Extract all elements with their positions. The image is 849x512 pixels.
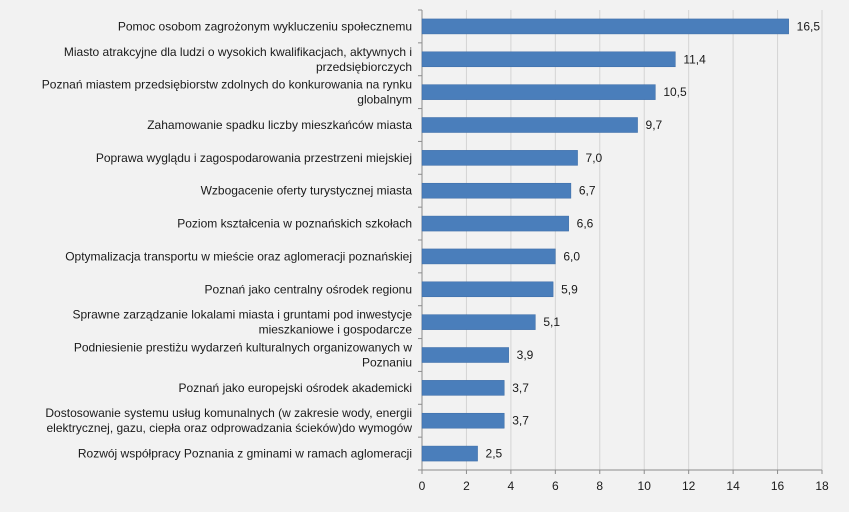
category-label-line: globalnym	[357, 93, 412, 107]
category-label-line: Podniesienie prestiżu wydarzeń kulturaln…	[74, 341, 413, 355]
category-label-line: Poznaniu	[362, 356, 412, 370]
bar	[421, 412, 505, 429]
bar	[421, 18, 789, 35]
category-label: Zahamowanie spadku liczby mieszkańców mi…	[147, 118, 412, 132]
value-label: 6,6	[577, 217, 594, 231]
value-label: 3,9	[517, 348, 534, 362]
category-label: Podniesienie prestiżu wydarzeń kulturaln…	[74, 341, 413, 370]
value-label: 2,5	[486, 447, 503, 461]
category-label-line: mieszkaniowe i gospodarcze	[259, 323, 413, 337]
bar-layer	[421, 18, 789, 462]
category-label: Dostosowanie systemu usług komunalnych (…	[45, 406, 412, 435]
category-label: Poznań miastem przedsiębiorstw zdolnych …	[42, 78, 412, 107]
grid-layer	[465, 10, 823, 470]
category-label-line: elektrycznej, gazu, ciepła oraz odprowad…	[46, 421, 412, 435]
category-label: Poznań jako centralny ośrodek regionu	[205, 282, 412, 296]
category-label-line: Poznań miastem przedsiębiorstw zdolnych …	[42, 78, 412, 92]
bar	[421, 445, 478, 462]
category-label: Poziom kształcenia w poznańskich szkołac…	[177, 217, 412, 231]
category-label: Wzbogacenie oferty turystycznej miasta	[201, 184, 413, 198]
category-label-line: Wzbogacenie oferty turystycznej miasta	[201, 184, 413, 198]
value-label: 3,7	[512, 381, 529, 395]
category-label-line: Poznań jako centralny ośrodek regionu	[205, 282, 412, 296]
category-label: Poprawa wyglądu i zagospodarowania przes…	[96, 151, 412, 165]
value-label: 5,1	[543, 315, 560, 329]
bar	[421, 380, 505, 396]
x-tick-label: 0	[419, 479, 426, 493]
bar	[421, 117, 638, 133]
category-label-line: przedsiębiorczych	[316, 60, 412, 74]
value-label: 6,7	[579, 184, 596, 198]
bar	[421, 215, 569, 232]
category-label-line: Poznań jako europejski ośrodek akademick…	[179, 381, 412, 395]
x-tick-label: 12	[682, 479, 696, 493]
category-label-line: Zahamowanie spadku liczby mieszkańców mi…	[147, 118, 412, 132]
x-tick-label: 16	[771, 479, 785, 493]
value-label: 5,9	[561, 282, 578, 296]
x-tick-label: 6	[552, 479, 559, 493]
axis-layer	[418, 9, 823, 474]
value-label: 9,7	[646, 118, 663, 132]
category-label-line: Poprawa wyglądu i zagospodarowania przes…	[96, 151, 412, 165]
value-label: 3,7	[512, 414, 529, 428]
x-tick-label: 18	[815, 479, 829, 493]
value-label: 7,0	[586, 151, 603, 165]
bar	[421, 150, 578, 166]
x-tick-label: 8	[596, 479, 603, 493]
category-label-line: Sprawne zarządzanie lokalami miasta i gr…	[73, 308, 413, 322]
category-label-line: Poziom kształcenia w poznańskich szkołac…	[177, 217, 412, 231]
category-label-line: Pomoc osobom zagrożonym wykluczeniu społ…	[118, 19, 412, 33]
value-label: 11,4	[683, 52, 706, 66]
category-label: Optymalizacja transportu w mieście oraz …	[65, 249, 412, 263]
category-label: Pomoc osobom zagrożonym wykluczeniu społ…	[118, 19, 412, 33]
x-tick-label: 10	[638, 479, 652, 493]
bar	[421, 182, 572, 199]
bar	[421, 314, 536, 330]
category-label-line: Optymalizacja transportu w mieście oraz …	[65, 249, 412, 263]
bar	[421, 281, 554, 298]
x-tick-label: 4	[508, 479, 515, 493]
value-label: 16,5	[797, 19, 821, 33]
bar	[421, 347, 509, 363]
category-label: Rozwój współpracy Poznania z gminami w r…	[78, 447, 412, 461]
bar	[421, 248, 556, 265]
category-label-line: Rozwój współpracy Poznania z gminami w r…	[78, 447, 412, 461]
category-label: Poznań jako europejski ośrodek akademick…	[179, 381, 412, 395]
category-label-line: Dostosowanie systemu usług komunalnych (…	[45, 406, 412, 420]
category-label: Miasto atrakcyjne dla ludzi o wysokich k…	[64, 45, 412, 74]
bar	[421, 84, 656, 100]
tick-layer: 0 2 4 6 8 10 12 14 16 18	[419, 479, 829, 493]
x-tick-label: 2	[463, 479, 470, 493]
category-label-line: Miasto atrakcyjne dla ludzi o wysokich k…	[64, 45, 412, 59]
value-label: 6,0	[563, 249, 580, 263]
x-tick-label: 14	[726, 479, 740, 493]
label-layer: 16,5 Pomoc osobom zagrożonym wykluczeniu …	[42, 19, 821, 460]
value-label: 10,5	[663, 85, 687, 99]
bar	[421, 51, 676, 68]
category-label: Sprawne zarządzanie lokalami miasta i gr…	[73, 308, 413, 337]
